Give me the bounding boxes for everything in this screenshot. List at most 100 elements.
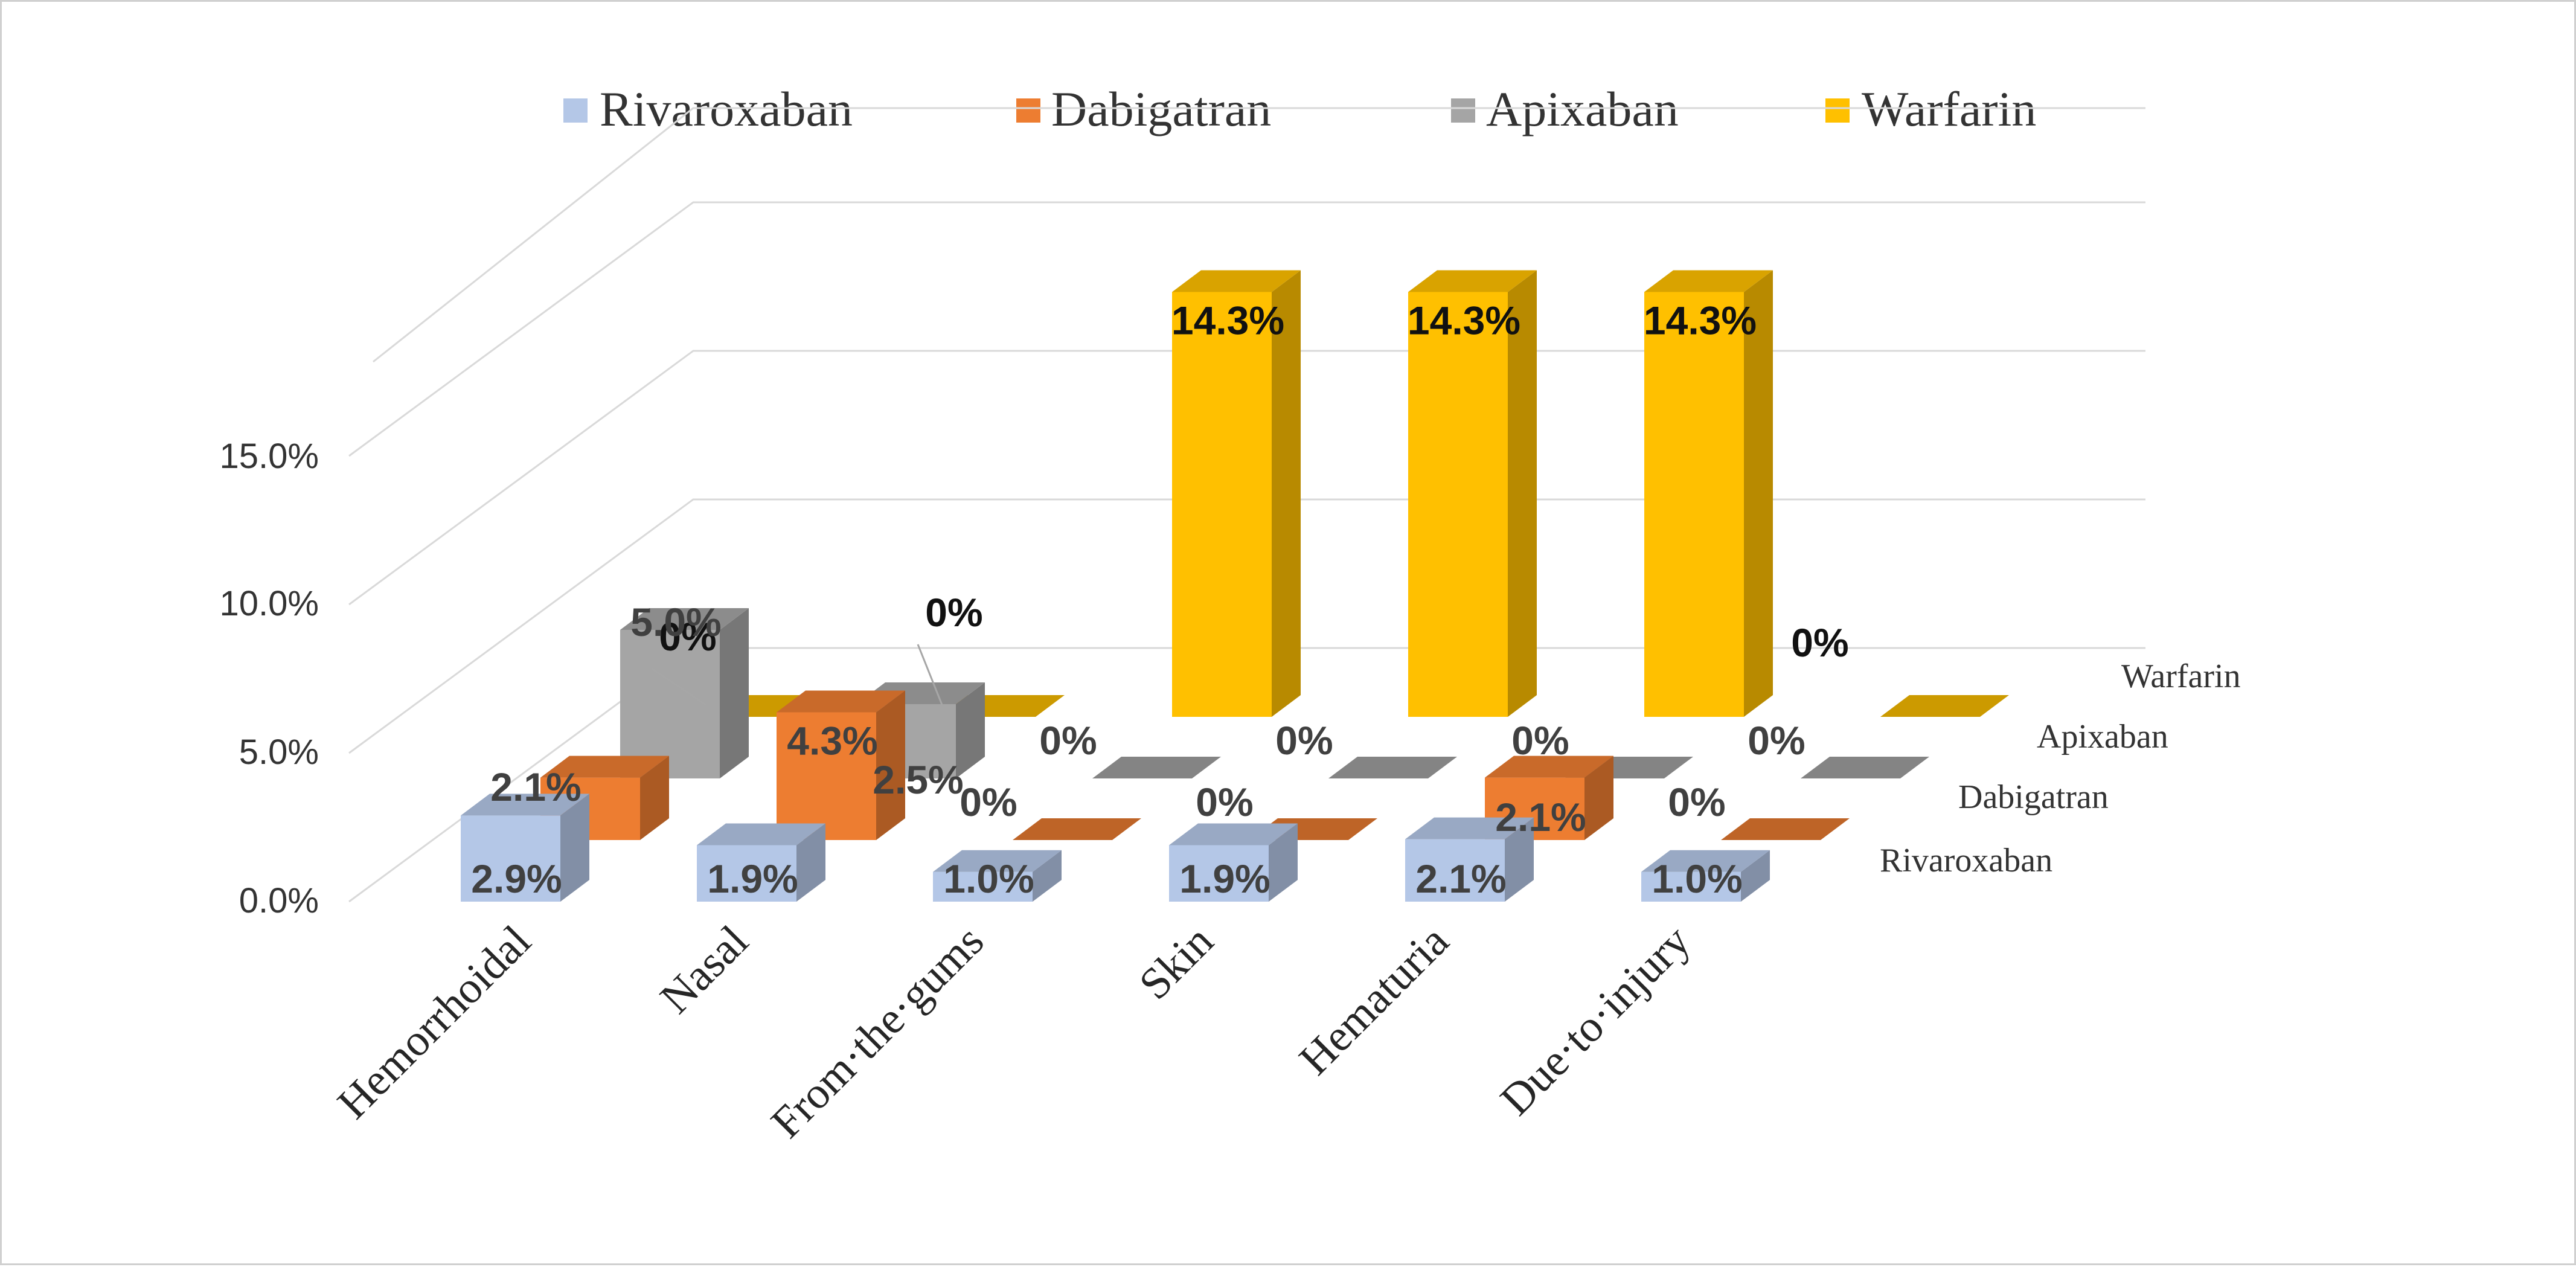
data-label: 0%: [1511, 718, 1569, 763]
bar-side: [1505, 817, 1534, 902]
bar-dabigatran: [777, 690, 905, 840]
data-label: 0%: [1668, 780, 1725, 824]
depth-label: Rivaroxaban: [1880, 842, 2052, 879]
depth-axis: Warfarin Apixaban Dabigatran Rivaroxaban: [1880, 658, 2241, 879]
bar-top: [933, 850, 1062, 872]
bar-side: [1584, 755, 1613, 840]
legend-swatch-rivaroxaban: [563, 98, 588, 123]
bar-side: [796, 823, 825, 902]
bar-top: [1485, 755, 1613, 778]
bar-apixaban: [1801, 757, 1929, 778]
bar-rivaroxaban: [461, 794, 589, 902]
x-axis: Hemorrhoidal Nasal From·the·gums Skin He…: [328, 916, 1700, 1148]
bar-top: [540, 755, 669, 778]
bars: [461, 270, 2009, 902]
bar-side: [1033, 850, 1062, 902]
bar-front: [933, 871, 1033, 902]
legend-swatch-dabigatran: [1016, 98, 1040, 123]
bar-side: [560, 794, 589, 902]
data-label: 5.0%: [630, 600, 721, 644]
x-tick-label: Skin: [1130, 916, 1223, 1009]
x-tick-label: From·the·gums: [761, 916, 993, 1148]
gridline: [348, 201, 2145, 457]
bar-side: [1508, 270, 1537, 717]
data-label: 0%: [1039, 718, 1097, 763]
bar-top: [777, 690, 905, 713]
data-label: 2.9%: [471, 856, 562, 901]
data-label: 0%: [1791, 620, 1848, 665]
data-label: 1.9%: [1179, 856, 1270, 901]
depth-label: Apixaban: [2037, 718, 2168, 755]
leader-line: [651, 667, 706, 706]
bar-top: [620, 608, 749, 630]
data-label: 0%: [659, 614, 716, 659]
depth-label: Warfarin: [2121, 658, 2241, 695]
leader-lines: [651, 644, 943, 706]
bar-rivaroxaban: [933, 850, 1062, 902]
data-label: 1.0%: [943, 856, 1034, 901]
bar-front: [1408, 292, 1508, 717]
data-label: 0%: [960, 780, 1017, 824]
bar-top: [1169, 823, 1298, 845]
bar-top: [1641, 850, 1770, 872]
y-tick-label: 5.0%: [239, 733, 319, 772]
depth-label: Dabigatran: [1958, 778, 2109, 816]
bar-front: [461, 815, 560, 902]
bar-apixaban: [1328, 757, 1457, 778]
bar-warfarin: [1172, 270, 1301, 717]
data-label: 14.3%: [1171, 298, 1284, 342]
bar-front: [1405, 839, 1505, 902]
data-label: 0%: [925, 590, 982, 635]
data-label: 0%: [1275, 718, 1333, 763]
bar-side: [720, 608, 749, 778]
bar-front: [620, 630, 720, 778]
gridline: [373, 107, 2145, 363]
data-label: 14.3%: [1644, 298, 1757, 342]
bar-side: [956, 682, 985, 778]
bar-side: [1741, 850, 1770, 902]
bar-side: [1269, 823, 1298, 902]
legend-swatch-apixaban: [1451, 98, 1475, 123]
y-tick-label: 15.0%: [220, 437, 319, 476]
legend-swatch-warfarin: [1825, 98, 1850, 123]
bar-flat: [1721, 818, 1850, 840]
bar-side: [1744, 270, 1773, 717]
bar-warfarin: [1644, 270, 1773, 717]
bar-flat: [1013, 818, 1141, 840]
bar-flat: [1328, 757, 1457, 778]
y-tick-label: 10.0%: [220, 584, 319, 623]
bar-flat: [1092, 757, 1221, 778]
bar-side: [640, 755, 669, 840]
bar-side: [1272, 270, 1301, 717]
bar-top: [1644, 270, 1773, 292]
x-tick-label: Hemorrhoidal: [328, 916, 540, 1128]
bar-front: [1169, 845, 1269, 902]
y-tick-label: 0.0%: [239, 881, 319, 920]
bar-apixaban: [620, 608, 749, 778]
bar-dabigatran: [1721, 818, 1850, 840]
x-tick-label: Nasal: [651, 916, 758, 1023]
data-label: 2.1%: [1415, 856, 1506, 901]
data-label: 0%: [1748, 718, 1805, 763]
bar-dabigatran: [1485, 755, 1613, 840]
bar-front: [1172, 292, 1272, 717]
bar-rivaroxaban: [697, 823, 825, 902]
bar-rivaroxaban: [1169, 823, 1298, 902]
bar-top: [1172, 270, 1301, 292]
bar-top: [697, 823, 825, 845]
data-label: 2.1%: [1495, 795, 1586, 839]
data-label: 2.1%: [490, 765, 581, 809]
bar-flat: [1880, 695, 2009, 717]
bar-top: [1405, 817, 1534, 839]
bar-top: [1408, 270, 1537, 292]
bar-dabigatran: [1013, 818, 1141, 840]
x-tick-label: Due·to·injury: [1491, 916, 1700, 1125]
bar-rivaroxaban: [1405, 817, 1534, 902]
y-axis: 0.0% 5.0% 10.0% 15.0%: [220, 437, 319, 920]
bar-side: [876, 690, 905, 840]
bar-warfarin: [1408, 270, 1537, 717]
bar-top: [461, 794, 589, 816]
data-labels: 0%0%14.3% 14.3% 14.3%0%5.0%2.5%0% 0% 0% 0%2.1…: [471, 298, 1848, 901]
